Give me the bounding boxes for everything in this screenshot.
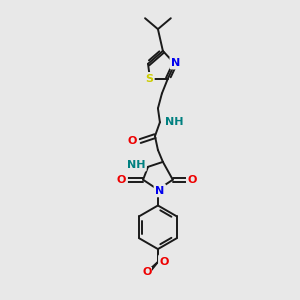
Text: O: O (160, 257, 169, 267)
Text: O: O (128, 136, 137, 146)
Text: O: O (142, 267, 152, 277)
Text: O: O (117, 175, 126, 185)
Text: N: N (155, 186, 164, 196)
Text: N: N (171, 58, 180, 68)
Text: O: O (160, 256, 169, 266)
Text: O: O (188, 175, 197, 185)
Text: S: S (145, 74, 153, 84)
Text: NH: NH (127, 160, 145, 170)
Text: NH: NH (165, 117, 183, 127)
